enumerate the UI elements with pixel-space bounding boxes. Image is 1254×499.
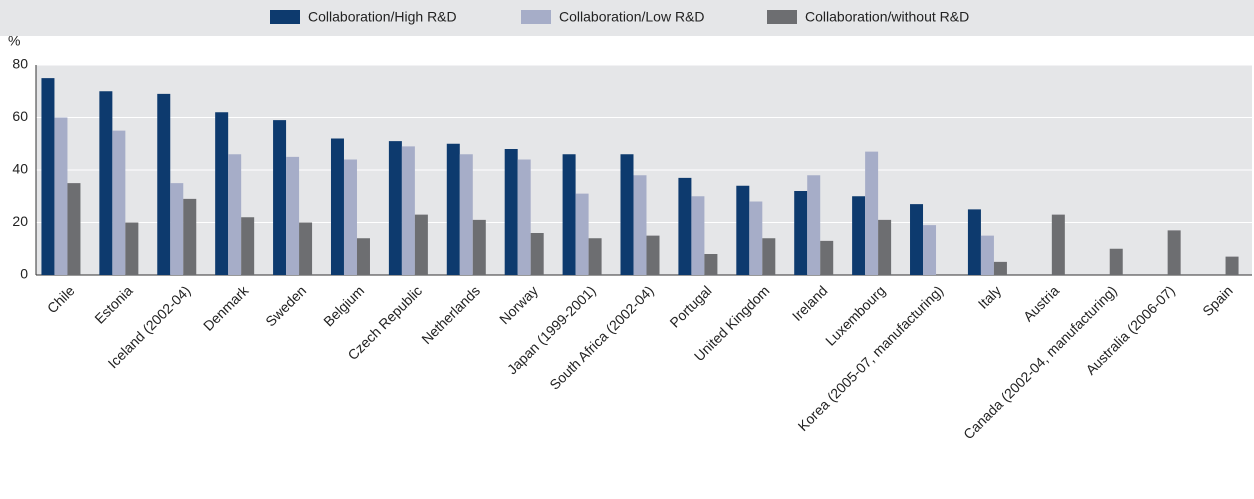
bar	[414, 214, 428, 275]
x-tick-label: Ireland	[789, 282, 831, 324]
bar	[170, 183, 184, 275]
bar	[299, 222, 313, 275]
bar	[852, 196, 866, 275]
bar	[530, 233, 544, 275]
bar	[749, 201, 763, 275]
bar	[215, 112, 229, 275]
bar	[388, 141, 402, 275]
x-tick-label: Sweden	[262, 282, 309, 329]
bar	[228, 154, 242, 275]
y-tick-label: 0	[20, 266, 28, 282]
bar	[1225, 256, 1239, 275]
bar	[504, 149, 518, 275]
bar	[923, 225, 937, 275]
x-tick-label: Norway	[496, 282, 541, 327]
legend-swatch	[767, 10, 797, 24]
bar	[1051, 214, 1065, 275]
x-tick-label: Denmark	[200, 282, 252, 334]
bar	[157, 93, 171, 275]
bar	[517, 159, 531, 275]
bar	[41, 78, 55, 275]
x-tick-label: Portugal	[666, 282, 714, 330]
bar	[865, 151, 879, 275]
x-tick-label: South Africa (2002-04)	[546, 282, 656, 392]
bar	[562, 154, 576, 275]
bar	[691, 196, 705, 275]
bar	[472, 219, 486, 275]
bar	[588, 238, 602, 275]
bar	[736, 185, 750, 275]
bar	[807, 175, 821, 275]
bar	[794, 191, 808, 275]
y-tick-label: 20	[12, 213, 28, 229]
y-tick-label: 80	[12, 56, 28, 72]
legend-swatch	[270, 10, 300, 24]
bar	[273, 120, 287, 275]
x-tick-label: Netherlands	[418, 282, 483, 347]
bar	[54, 117, 68, 275]
bar	[99, 91, 113, 275]
bar	[241, 217, 255, 275]
bar	[620, 154, 634, 275]
bar	[575, 193, 589, 275]
bar	[1167, 230, 1181, 275]
bar	[1109, 248, 1123, 275]
legend-band	[0, 0, 1254, 36]
bar	[967, 209, 981, 275]
x-tick-label: Austria	[1020, 282, 1062, 324]
x-tick-label: Spain	[1199, 282, 1236, 319]
bar	[183, 198, 197, 275]
x-tick-label: Belgium	[320, 282, 367, 329]
bar	[67, 183, 81, 275]
bar	[820, 240, 834, 275]
x-tick-label: Chile	[44, 282, 78, 316]
bar	[993, 261, 1007, 275]
bar	[762, 238, 776, 275]
legend-label: Collaboration/Low R&D	[559, 9, 705, 25]
bar	[112, 130, 126, 275]
y-tick-label: 40	[12, 161, 28, 177]
y-axis-label: %	[8, 33, 20, 49]
bar	[446, 143, 460, 275]
bar	[401, 146, 415, 275]
bar	[980, 235, 994, 275]
bar	[646, 235, 660, 275]
bar	[910, 204, 924, 275]
bar	[704, 254, 718, 275]
x-tick-label: Estonia	[91, 282, 135, 326]
bar	[878, 219, 892, 275]
legend-label: Collaboration/without R&D	[805, 9, 969, 25]
bar	[678, 177, 692, 275]
bar	[330, 138, 344, 275]
bar	[459, 154, 473, 275]
bar	[125, 222, 139, 275]
bar	[286, 156, 300, 275]
bar	[356, 238, 370, 275]
bar	[343, 159, 357, 275]
y-tick-label: 60	[12, 108, 28, 124]
bar	[633, 175, 647, 275]
legend-label: Collaboration/High R&D	[308, 9, 457, 25]
x-tick-label: Italy	[975, 282, 1004, 311]
legend-swatch	[521, 10, 551, 24]
